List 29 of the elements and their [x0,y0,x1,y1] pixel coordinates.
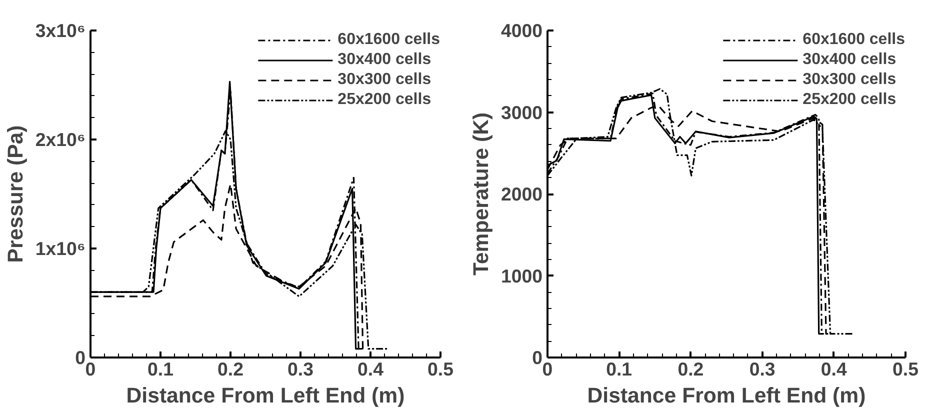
legend-label: 30x300 cells [802,71,896,89]
y-axis-title: Temperature (K) [468,112,493,276]
legend-label: 60x1600 cells [338,31,440,49]
legend-label: 25x200 cells [338,91,432,109]
y-tick-label: 1000 [500,265,543,286]
x-tick-label: 0.2 [678,358,704,380]
y-tick-label: 3000 [500,102,543,123]
legend-label: 30x300 cells [338,71,432,89]
x-tick-label: 0.4 [358,358,384,380]
x-tick-label: 0.4 [820,358,848,380]
y-tick-label: 2000 [500,184,543,204]
legend-label: 30x400 cells [802,51,896,69]
x-tick-label: 0.1 [606,358,632,380]
y-tick-label: 1x10⁶ [35,238,86,259]
x-axis-title: Distance From Left End (m) [126,384,405,408]
legend-label: 30x400 cells [338,51,432,69]
y-tick-label: 2x10⁶ [35,129,86,150]
legend-label: 60x1600 cells [802,31,905,49]
y-tick-label: 3x10⁶ [35,20,86,41]
y-axis-title: Pressure (Pa) [3,125,28,263]
x-tick-label: 0.2 [218,358,244,380]
x-tick-label: 0.3 [288,358,314,380]
x-tick-label: 0.5 [892,358,918,380]
legend-label: 25x200 cells [802,91,896,109]
x-axis-title: Distance From Left End (m) [587,384,866,408]
y-tick-label: 4000 [500,20,543,41]
x-tick-label: 0.1 [148,358,174,380]
x-tick-label: 0.5 [428,358,454,380]
x-tick-label: 0.3 [749,358,776,380]
